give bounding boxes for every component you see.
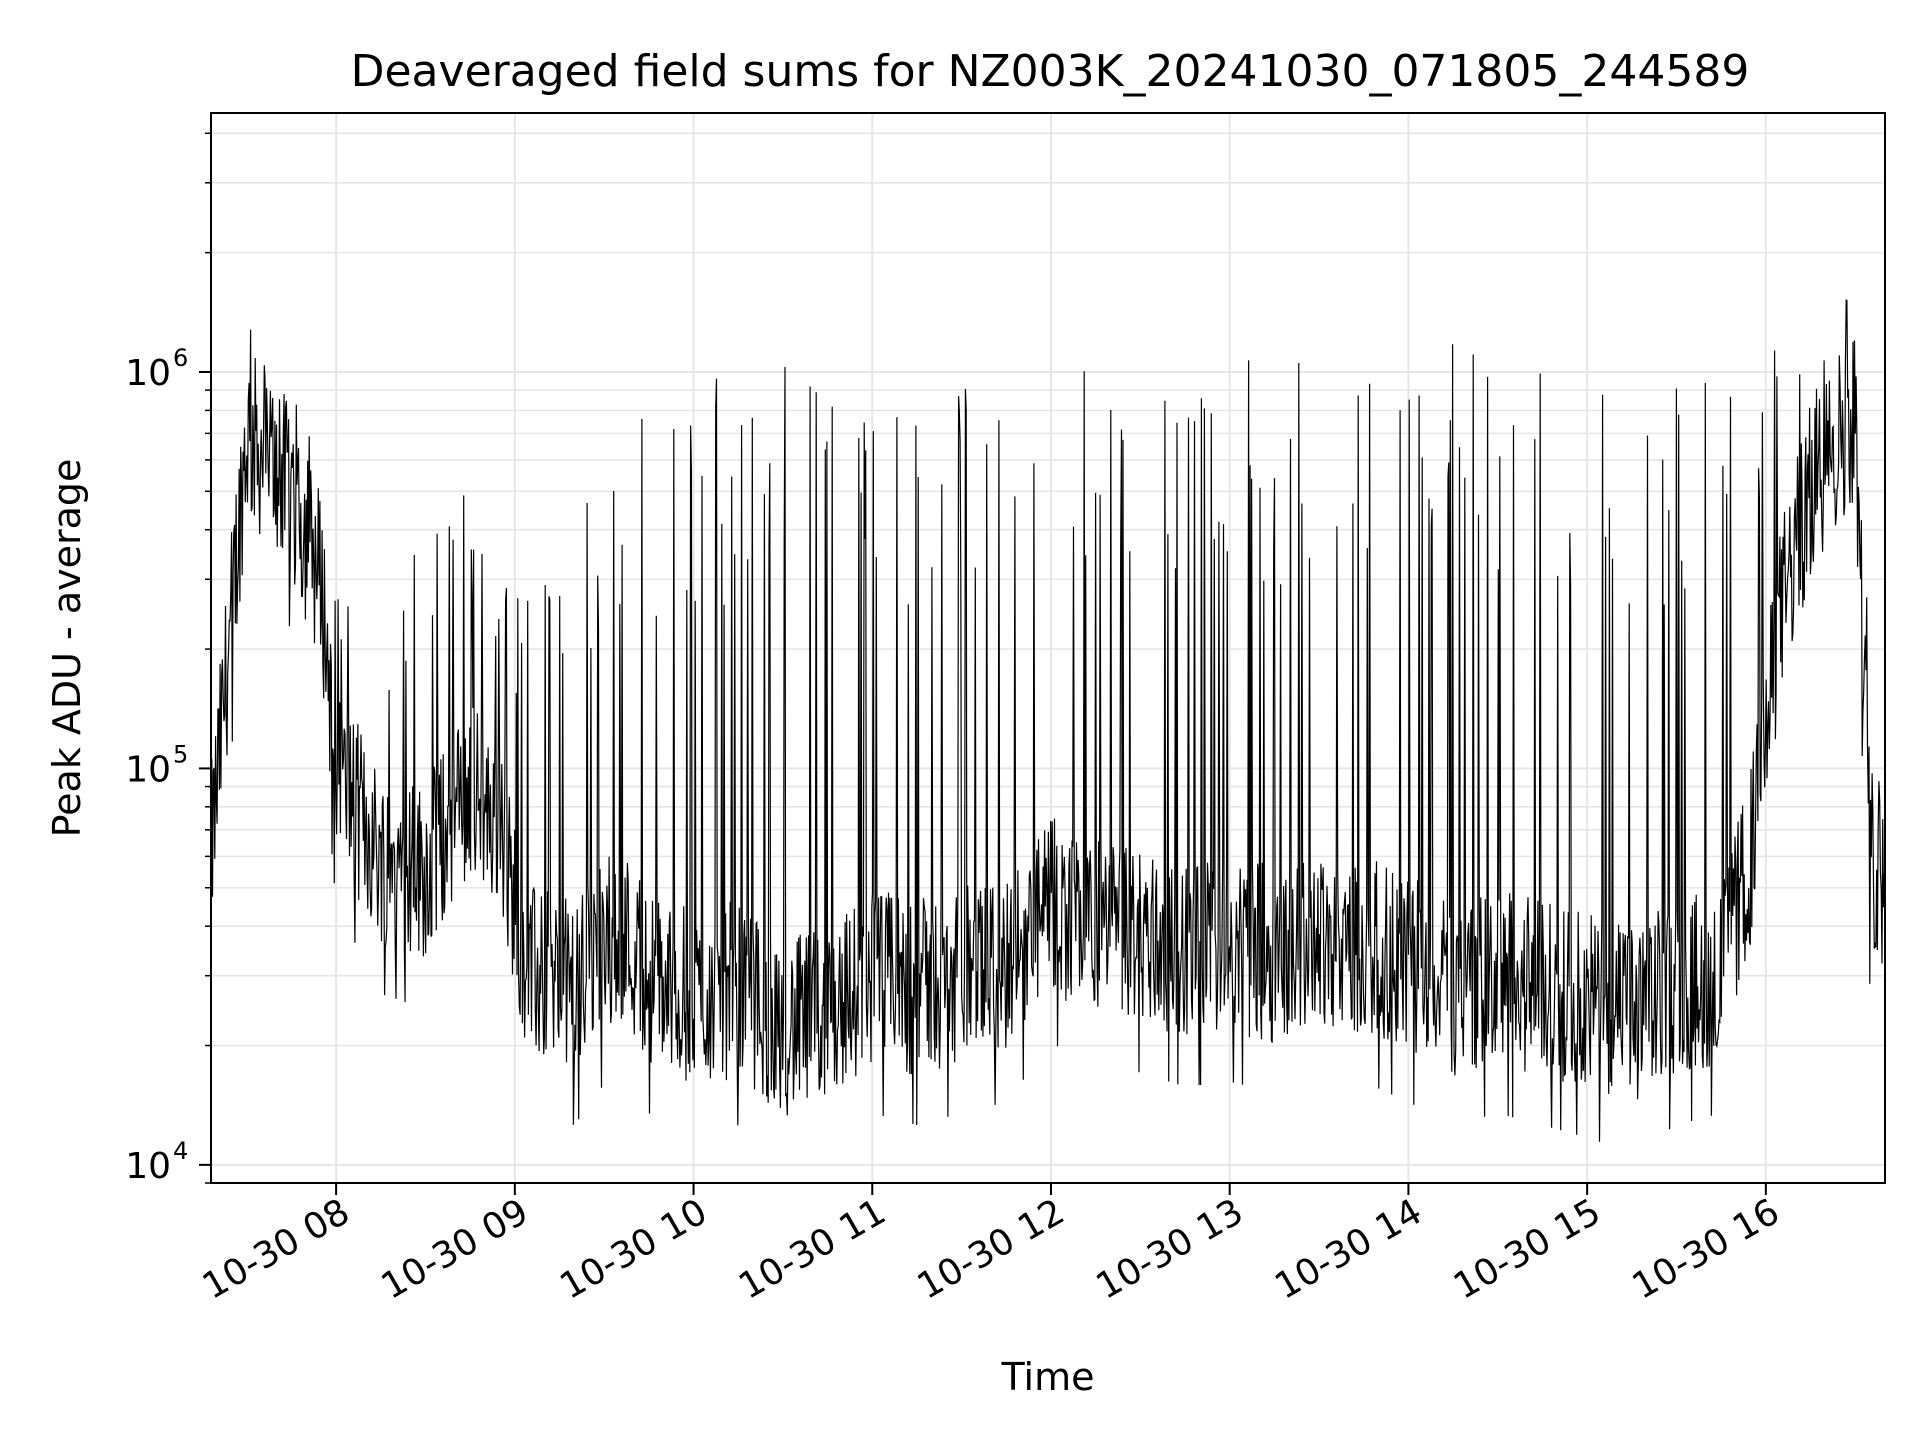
y-axis-label: Peak ADU - average [45,459,89,838]
y-tick-exponent: 4 [173,1137,188,1165]
y-tick-exponent: 5 [173,740,188,768]
y-tick-exponent: 6 [173,344,188,372]
plot-frame [210,112,1886,1184]
data-line-layer [210,299,1886,1142]
y-tick-label: 10 [125,749,171,790]
x-axis-label: Time [1001,1355,1095,1399]
chart-title: Deaveraged field sums for NZ003K_2024103… [351,46,1750,97]
y-tick-label: 10 [125,353,171,394]
series-line [210,299,1886,1142]
y-tick-label: 10 [125,1146,171,1187]
